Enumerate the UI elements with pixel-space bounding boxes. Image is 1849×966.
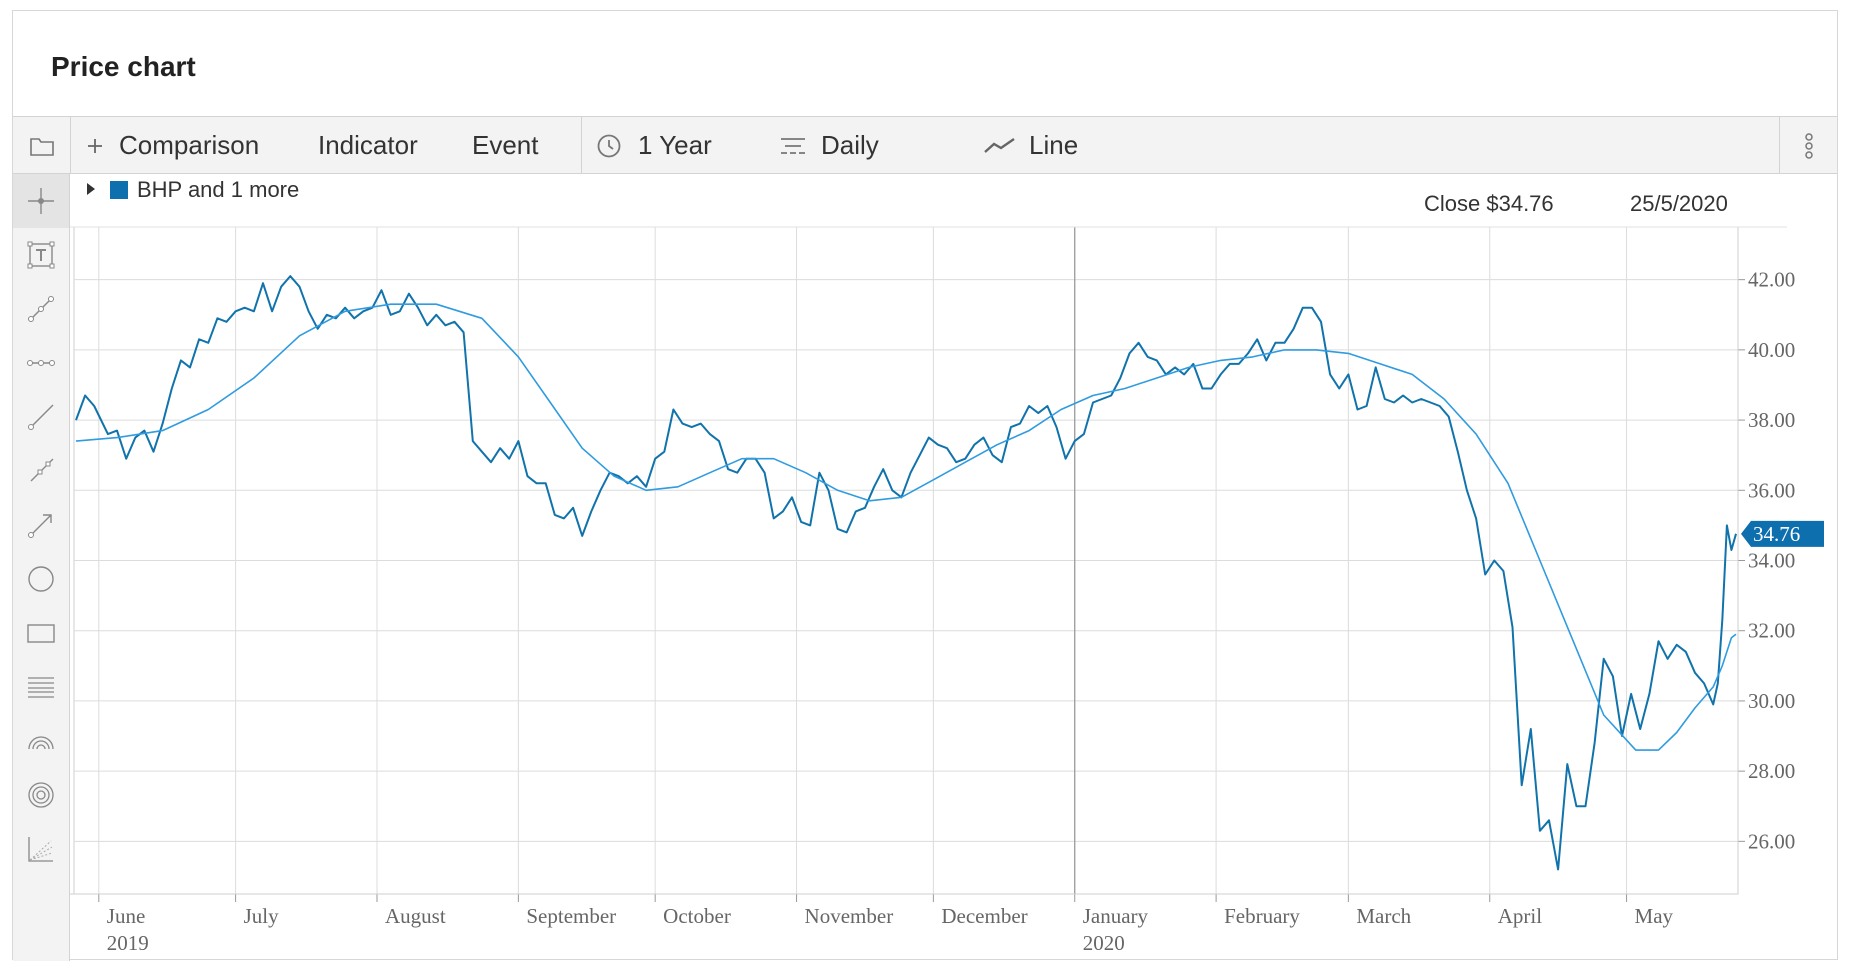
drawing-tools-sidebar [13, 174, 70, 961]
trend-line-icon [28, 296, 54, 322]
x-tick-label: May [1635, 904, 1674, 928]
y-tick-label: 42.00 [1748, 268, 1795, 292]
close-price-readout: Close $34.76 [1424, 191, 1554, 216]
line-chart-icon [984, 137, 1015, 153]
price-chart-panel: Price chart Comparison Indicator Event 1… [12, 10, 1838, 961]
horizontal-line-tool[interactable] [13, 336, 69, 390]
event-label: Event [472, 130, 539, 160]
fan-tool[interactable] [13, 822, 69, 876]
fibonacci-arc-tool[interactable] [13, 714, 69, 768]
last-price-label: 34.76 [1753, 522, 1800, 546]
rectangle-icon [27, 624, 55, 643]
clock-icon [597, 134, 621, 157]
fan-lines-icon [28, 837, 53, 862]
y-tick-label: 40.00 [1748, 338, 1795, 362]
range-label: 1 Year [638, 130, 712, 160]
trend-line-tool[interactable] [13, 282, 69, 336]
channel-tool[interactable] [13, 444, 69, 498]
y-tick-label: 32.00 [1748, 619, 1795, 643]
concentric-circles-icon [28, 782, 54, 808]
grid-lines [73, 226, 1739, 895]
comparison-label: Comparison [119, 130, 260, 160]
x-tick-year-label: 2019 [107, 931, 149, 955]
x-tick-label: October [663, 904, 731, 928]
open-folder-button[interactable] [13, 117, 71, 174]
fibonacci-tool[interactable] [13, 660, 69, 714]
crosshair-icon [28, 188, 54, 214]
circle-tool[interactable] [13, 552, 69, 606]
x-tick-label: April [1498, 904, 1542, 928]
fibonacci-circle-tool[interactable] [13, 768, 69, 822]
x-tick-label: August [385, 904, 446, 928]
x-tick-label: June [107, 904, 146, 928]
x-tick-label: November [805, 904, 894, 928]
indicator-label: Indicator [318, 130, 418, 160]
interval-icon [781, 137, 805, 154]
legend-bar: BHP and 1 more Close $34.76 25/5/2020 [70, 177, 1787, 228]
y-tick-label: 34.00 [1748, 549, 1795, 573]
arrow-icon [28, 514, 52, 538]
legend-series-label[interactable]: BHP and 1 more [137, 177, 299, 202]
text-box-icon [27, 241, 55, 269]
chart-type-label: Line [1029, 130, 1079, 160]
panel-header: Price chart [13, 11, 1837, 116]
x-tick-label: February [1224, 904, 1300, 928]
x-tick-label: December [941, 904, 1027, 928]
indicator-button[interactable]: Indicator [318, 117, 418, 174]
more-vertical-icon [1804, 132, 1813, 159]
y-tick-label: 28.00 [1748, 759, 1795, 783]
y-tick-label: 36.00 [1748, 478, 1795, 502]
legend-expand-icon[interactable] [87, 183, 95, 195]
y-tick-label: 26.00 [1748, 829, 1795, 853]
more-options-button[interactable] [1779, 117, 1837, 174]
legend-color-swatch [110, 181, 128, 199]
page-title: Price chart [51, 51, 196, 82]
last-price-tag [1741, 520, 1824, 547]
toolbar-divider [581, 117, 582, 174]
price-series-line [75, 275, 1737, 871]
plus-icon [88, 138, 102, 153]
y-tick-label: 38.00 [1748, 408, 1795, 432]
channel-icon [30, 458, 54, 482]
crosshair-date-readout: 25/5/2020 [1630, 191, 1728, 216]
chart-plot-area[interactable]: 42.00 40.00 38.00 36.00 34.00 32.00 30.00 28.00… [70, 174, 1838, 966]
comparison-button[interactable]: Comparison [85, 117, 259, 174]
horizontal-line-icon [27, 360, 55, 366]
circle-icon [28, 566, 54, 592]
series-lines [75, 275, 1737, 871]
arrow-tool[interactable] [13, 498, 69, 552]
chart-type-button[interactable]: Line [983, 117, 1078, 174]
folder-icon [29, 137, 54, 156]
fibonacci-arc-icon [28, 736, 54, 750]
x-tick-label: March [1356, 904, 1411, 928]
moving-average-series-line [75, 303, 1737, 751]
rectangle-tool[interactable] [13, 606, 69, 660]
axes: 42.00 40.00 38.00 36.00 34.00 32.00 30.00 28.00… [70, 227, 1824, 955]
interval-label: Daily [821, 130, 879, 160]
x-tick-year-label: 2020 [1083, 931, 1125, 955]
price-line-chart[interactable]: 42.00 40.00 38.00 36.00 34.00 32.00 30.00 28.00… [70, 174, 1838, 961]
chart-toolbar: Comparison Indicator Event 1 Year Daily … [13, 116, 1837, 174]
x-tick-label: September [526, 904, 616, 928]
text-tool[interactable] [13, 228, 69, 282]
ray-line-icon [28, 404, 54, 430]
range-button[interactable]: 1 Year [596, 117, 712, 174]
interval-button[interactable]: Daily [779, 117, 879, 174]
x-tick-label: July [244, 904, 280, 928]
fibonacci-lines-icon [28, 677, 54, 698]
event-button[interactable]: Event [472, 117, 539, 174]
crosshair-tool[interactable] [13, 174, 69, 228]
x-tick-label: January [1083, 904, 1149, 928]
y-tick-label: 30.00 [1748, 689, 1795, 713]
ray-tool[interactable] [13, 390, 69, 444]
